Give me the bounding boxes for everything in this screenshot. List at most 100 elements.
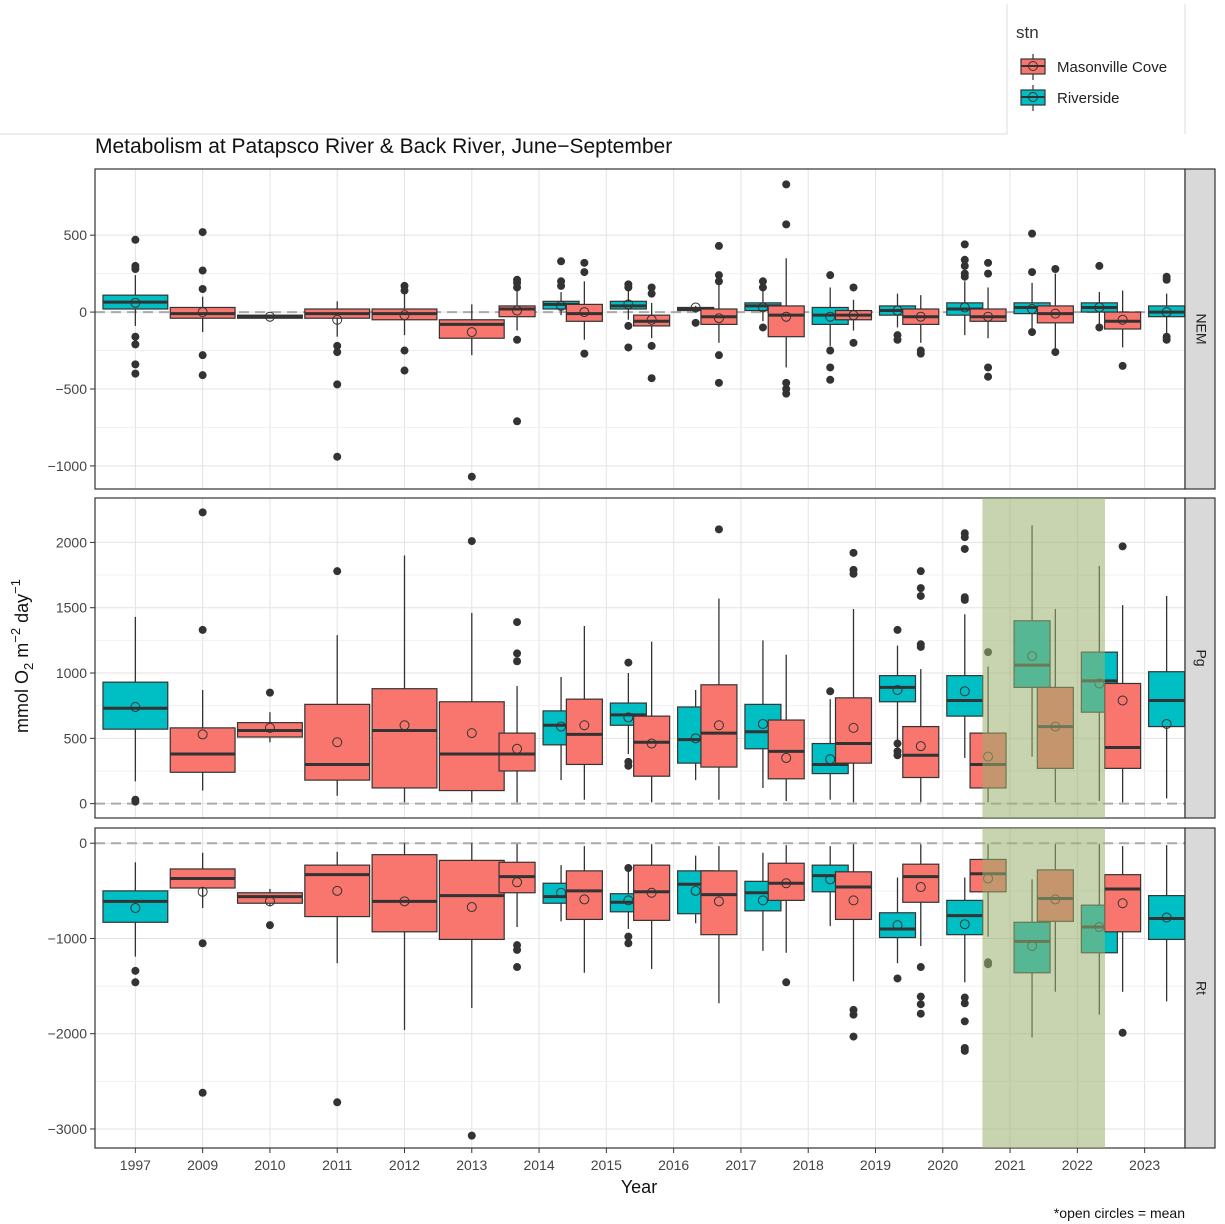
box-iqr (1104, 682, 1142, 769)
outlier-point (647, 341, 656, 350)
mean-circle (646, 738, 657, 749)
x-tick-label: 2021 (994, 1157, 1025, 1173)
outlier-point (333, 348, 342, 357)
mean-circle (757, 718, 768, 729)
box-2021-masonville (969, 258, 1007, 381)
outlier-point (467, 472, 476, 481)
mean-circle (130, 701, 141, 712)
y-tick-label: 1000 (56, 665, 87, 681)
mean-circle (646, 314, 657, 325)
y-tick-label: 0 (79, 796, 87, 812)
y-tick-label: −1000 (48, 930, 88, 946)
x-tick-label: 2014 (523, 1157, 554, 1173)
box-2020-masonville (902, 567, 940, 803)
mean-circle (1117, 898, 1128, 909)
mean-circle (892, 920, 903, 931)
mean-circle (130, 903, 141, 913)
box-iqr (834, 697, 873, 764)
facet-strip (1184, 168, 1216, 490)
mean-circle (959, 686, 970, 697)
box-iqr (1104, 874, 1142, 933)
y-tick-label: 1500 (56, 600, 87, 616)
box-2022-masonville (1036, 265, 1074, 357)
outlier-point (513, 649, 522, 658)
box-2018-masonville (767, 845, 805, 987)
box-2013-masonville (438, 537, 505, 803)
outlier-point (893, 974, 902, 983)
outlier-point (131, 978, 140, 987)
outlier-point (557, 281, 566, 290)
box-2014-masonville (498, 618, 536, 803)
outlier-point (714, 277, 723, 286)
highlight-band (982, 828, 1105, 1148)
outlier-point (849, 569, 858, 578)
outlier-point (826, 271, 835, 280)
outlier-point (1162, 335, 1171, 344)
mean-circle (915, 741, 926, 752)
outlier-point (198, 625, 207, 634)
outlier-point (782, 220, 791, 229)
box-iqr (878, 912, 917, 939)
outlier-point (960, 595, 969, 604)
box-2020-masonville (902, 295, 940, 358)
mean-circle (1161, 307, 1172, 318)
footnote: *open circles = mean (1054, 1205, 1185, 1221)
outlier-point (893, 739, 902, 748)
outlier-point (916, 349, 925, 358)
mean-circle (915, 311, 926, 322)
mean-circle (690, 885, 701, 896)
facet-strip-label: Rt (1193, 981, 1209, 995)
box-iqr (700, 870, 738, 936)
outlier-point (647, 374, 656, 383)
outlier-point (557, 257, 566, 266)
mean-circle (892, 685, 903, 695)
box-2010-masonville (236, 311, 303, 322)
outlier-point (916, 1009, 925, 1018)
outlier-point (916, 591, 925, 600)
box-1997-riverside (102, 235, 169, 378)
outlier-point (198, 1088, 207, 1097)
outlier-point (984, 363, 993, 372)
mean-circle (197, 886, 208, 897)
mean-circle (579, 307, 590, 318)
mean-circle (332, 737, 343, 748)
box-iqr (902, 725, 940, 779)
box-iqr (498, 732, 536, 772)
outlier-point (826, 375, 835, 384)
mean-circle (512, 743, 523, 754)
outlier-point (714, 378, 723, 387)
mean-circle (959, 302, 970, 313)
mean-circle (466, 728, 477, 739)
box-iqr (969, 308, 1007, 322)
x-tick-label: 2011 (322, 1157, 352, 1173)
outlier-point (131, 360, 140, 369)
box-2022-riverside (1080, 261, 1118, 332)
outlier-point (960, 261, 969, 270)
box-2010-masonville (236, 688, 303, 743)
outlier-point (265, 921, 274, 930)
mean-circle (848, 310, 859, 321)
x-tick-label: 2023 (1129, 1157, 1160, 1173)
outlier-point (131, 797, 140, 806)
outlier-point (1162, 275, 1171, 284)
box-2018-masonville (767, 654, 805, 802)
box-2015-masonville (565, 846, 603, 973)
outlier-point (1028, 229, 1037, 238)
outlier-point (1028, 328, 1037, 337)
highlight-band (982, 498, 1105, 818)
outlier-point (513, 335, 522, 344)
outlier-point (960, 999, 969, 1008)
box-2023-riverside (1148, 845, 1186, 1002)
outlier-point (513, 945, 522, 954)
outlier-point (580, 268, 589, 277)
mean-circle (556, 721, 567, 732)
outlier-point (198, 371, 207, 380)
outlier-point (782, 378, 791, 387)
outlier-point (849, 1010, 858, 1019)
y-tick-label: 0 (79, 835, 87, 851)
outlier-point (1118, 542, 1127, 551)
outlier-point (916, 642, 925, 651)
mean-circle (579, 894, 590, 905)
mean-circle (713, 896, 724, 907)
